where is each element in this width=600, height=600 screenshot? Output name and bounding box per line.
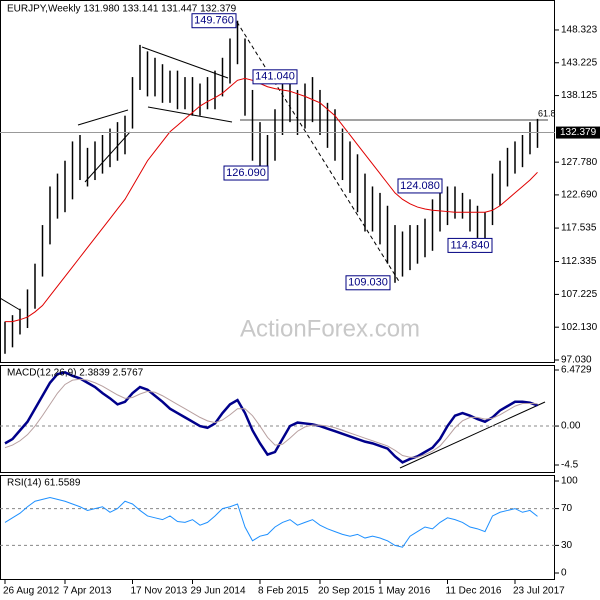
y-tick-label: 143.225 <box>561 57 598 68</box>
x-tick-label: 8 Feb 2015 <box>258 586 309 597</box>
y-tick-label: 30 <box>561 540 573 551</box>
x-tick-label: 26 Aug 2012 <box>3 586 60 597</box>
x-tick-label: 20 Sep 2015 <box>318 586 375 597</box>
y-tick-label: 138.125 <box>561 90 598 101</box>
wedge-line <box>77 109 129 126</box>
y-tick-label: -4.5 <box>561 460 579 471</box>
annotation-label: 149.760 <box>194 15 234 27</box>
fib-label: 61.8 <box>538 108 556 118</box>
series-line <box>5 77 538 323</box>
y-tick-label: 0.00 <box>561 421 581 432</box>
y-tick-label: 97.030 <box>561 355 592 366</box>
annotation-label: 109.030 <box>348 277 388 289</box>
dashed-line <box>236 21 401 284</box>
macd-trend-line <box>399 401 546 469</box>
rsi-frame <box>0 475 555 580</box>
watermark: ActionForex.com <box>240 315 420 342</box>
price-frame <box>0 0 555 363</box>
y-tick-label: 127.780 <box>561 157 598 168</box>
annotation-label: 141.040 <box>255 71 295 83</box>
annotation-label: 114.840 <box>451 239 490 251</box>
y-tick-label: 122.690 <box>561 190 598 201</box>
y-tick-label: 102.130 <box>561 322 598 333</box>
macd-frame <box>0 365 555 473</box>
y-tick-label: 117.535 <box>561 223 597 234</box>
x-tick-label: 23 Jul 2017 <box>513 586 565 597</box>
y-tick-label: 112.335 <box>561 256 597 267</box>
x-tick-label: 29 Jun 2014 <box>191 586 246 597</box>
current-price-box <box>556 126 600 139</box>
annotation-box <box>447 237 493 253</box>
y-tick-label: 100 <box>561 476 578 487</box>
x-tick-label: 11 Dec 2016 <box>446 586 502 597</box>
current-price-label: 132.379 <box>560 127 597 138</box>
annotation-box <box>397 178 443 194</box>
annotation-box <box>223 165 269 181</box>
annotation-box <box>191 13 237 29</box>
y-tick-label: 0 <box>561 568 567 579</box>
wedge-line <box>84 131 131 183</box>
pane-title: MACD(12,26,9) 2.3839 2.5767 <box>7 368 144 379</box>
series-line <box>4 497 538 548</box>
annotation-box <box>345 275 391 291</box>
annotation-box <box>252 69 298 85</box>
series-line <box>4 371 538 464</box>
x-tick-label: 17 Nov 2013 <box>131 586 188 597</box>
pane-title: RSI(14) 61.5589 <box>7 478 81 489</box>
y-tick-label: 148.323 <box>561 25 598 36</box>
y-tick-label: 6.4729 <box>561 365 592 376</box>
y-tick-label: 107.225 <box>561 289 598 300</box>
channel-line <box>141 46 229 79</box>
trend-line <box>0 297 21 311</box>
annotation-label: 126.090 <box>226 167 266 179</box>
x-tick-label: 1 May 2016 <box>378 586 431 597</box>
drawings <box>0 21 548 469</box>
series-line <box>4 378 538 458</box>
y-tick-label: 70 <box>561 503 573 514</box>
pane-title: EURJPY,Weekly 131.980 133.141 131.447 13… <box>7 4 237 15</box>
annotation-label: 124.080 <box>400 180 440 192</box>
x-tick-label: 7 Apr 2013 <box>63 586 112 597</box>
